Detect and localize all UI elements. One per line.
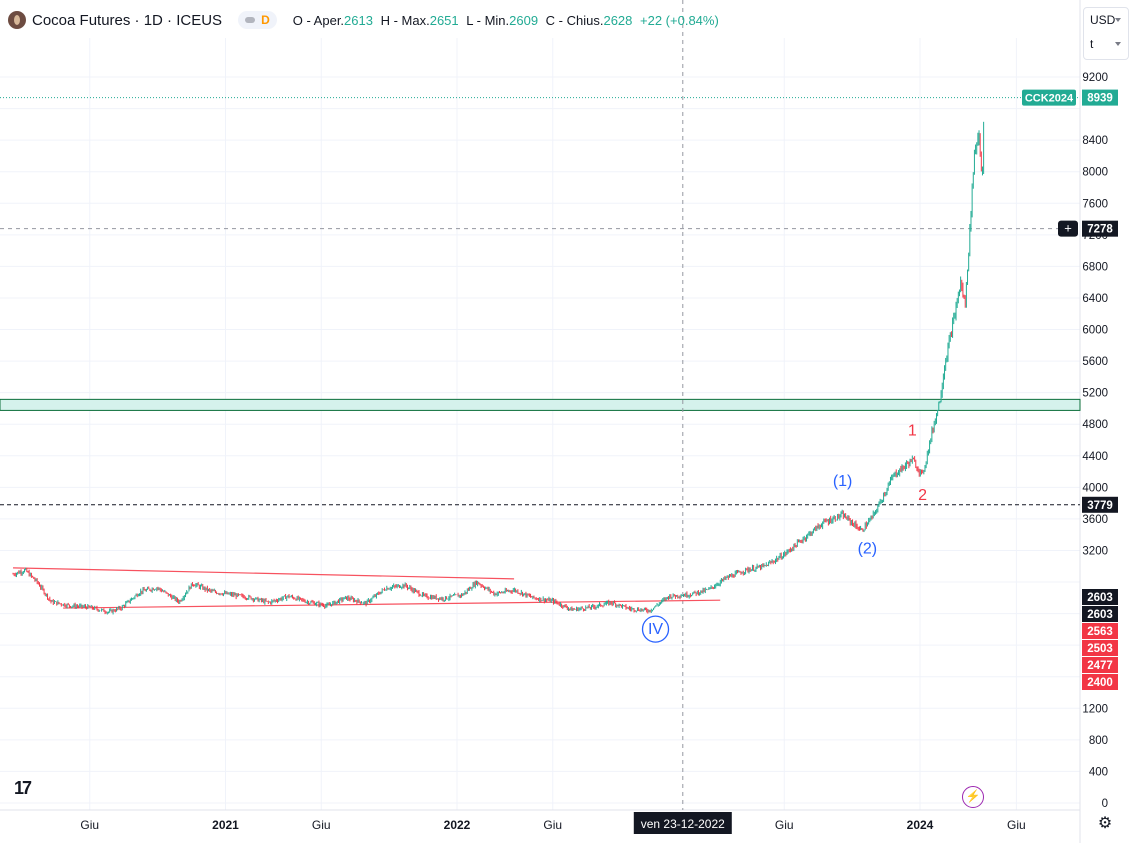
- price-tag-value: 2477: [1087, 660, 1113, 672]
- time-axis-label: Giu: [543, 818, 562, 832]
- currency-unit-selector[interactable]: USD t: [1083, 7, 1129, 60]
- last-price-symbol-tag: [1022, 89, 1076, 106]
- price-axis-label: 3600: [1082, 514, 1108, 526]
- price-axis-label: 6800: [1082, 261, 1108, 273]
- unit-dropdown[interactable]: t: [1084, 32, 1128, 56]
- crosshair-date-tag: [633, 812, 732, 834]
- price-axis-label: 4400: [1082, 451, 1108, 463]
- crosshair-date-label: ven 23-12-2022: [641, 817, 725, 831]
- chart-header: Cocoa Futures · 1D · ICEUS D O - Aper.26…: [8, 8, 719, 32]
- wave-label: (2): [858, 541, 878, 558]
- low-label: L - Min.: [466, 12, 510, 28]
- plus-icon: +: [1064, 221, 1072, 236]
- cocoa-symbol-icon: [8, 11, 26, 29]
- crosshair-price-value: 7278: [1087, 224, 1113, 236]
- symbol-title[interactable]: Cocoa Futures · 1D · ICEUS: [32, 11, 223, 29]
- last-price-value: 8939: [1087, 93, 1113, 105]
- wave-circle: [641, 615, 670, 643]
- price-axis-label: 8400: [1082, 135, 1108, 147]
- change-value: +22 (+0.84%): [640, 12, 719, 28]
- price-axis-label: 4000: [1082, 482, 1108, 494]
- price-axis-label: 9200: [1082, 72, 1108, 84]
- tradingview-logo[interactable]: 17: [14, 778, 32, 798]
- price-tag: [1082, 623, 1118, 639]
- price-tag-value: 2503: [1087, 643, 1113, 655]
- price-tag-value: 2603: [1087, 592, 1113, 604]
- price-tag: [1082, 640, 1118, 656]
- wave-label: (1): [833, 473, 853, 490]
- price-axis-label: 400: [1089, 766, 1108, 778]
- price-axis-label: 800: [1089, 735, 1108, 747]
- support-zone: [0, 398, 1081, 411]
- data-status-pill[interactable]: D: [238, 11, 277, 29]
- crosshair-price-tag: [1082, 220, 1118, 237]
- price-tag-value: 3779: [1087, 500, 1113, 512]
- market-status-icon: [245, 17, 256, 23]
- currency-dropdown[interactable]: USD: [1084, 8, 1128, 32]
- trendline: [63, 599, 721, 609]
- price-axis-label: 3200: [1082, 545, 1108, 557]
- delayed-badge: D: [261, 13, 270, 27]
- wave-label: 2: [918, 487, 927, 504]
- price-axis-label: 5200: [1082, 388, 1108, 400]
- price-tag: [1082, 657, 1118, 673]
- ohlc-legend: O - Aper.2613 H - Max.2651 L - Min.2609 …: [293, 13, 719, 28]
- time-axis-label: Giu: [312, 818, 331, 832]
- open-value: 2613: [344, 12, 373, 28]
- high-value: 2651: [429, 12, 459, 28]
- last-price-value-tag: [1082, 89, 1118, 106]
- price-axis-label: 7600: [1082, 198, 1108, 210]
- price-series-candles: [12, 121, 985, 615]
- price-axis-label: 0: [1102, 798, 1108, 810]
- open-label: O - Aper.: [292, 12, 345, 28]
- price-tag: [1082, 674, 1118, 690]
- gear-icon[interactable]: ⚙: [1097, 815, 1113, 832]
- price-axis-label: 1200: [1082, 703, 1108, 715]
- price-axis-label: 6400: [1082, 293, 1108, 305]
- price-tag-value: 2603: [1087, 609, 1113, 621]
- close-label: C - Chius.: [545, 12, 604, 28]
- price-axis-label: 8000: [1082, 167, 1108, 179]
- lightning-icon[interactable]: ⚡: [962, 786, 984, 808]
- time-axis-label: Giu: [1007, 818, 1026, 832]
- time-axis-label: Giu: [80, 818, 99, 832]
- time-axis-label: 2021: [212, 818, 239, 832]
- low-value: 2609: [509, 12, 539, 28]
- time-axis-label: Giu: [775, 818, 794, 832]
- price-tag: [1082, 589, 1118, 605]
- price-tag-value: 2400: [1087, 677, 1113, 689]
- last-price-symbol: CCK2024: [1025, 93, 1074, 105]
- high-label: H - Max.: [380, 12, 430, 28]
- wave-label: IV: [648, 621, 663, 638]
- price-axis-label: 6000: [1082, 325, 1108, 337]
- price-tag: [1082, 606, 1118, 622]
- close-value: 2628: [603, 12, 633, 28]
- crosshair-plus-button: [1058, 220, 1078, 237]
- price-axis-label: 5600: [1082, 356, 1108, 368]
- time-axis-label: 2022: [444, 818, 471, 832]
- trendline: [13, 567, 515, 580]
- time-axis-label: 2024: [907, 818, 934, 832]
- price-axis-label: 4800: [1082, 419, 1108, 431]
- price-tag-value: 2563: [1087, 626, 1113, 638]
- price-tag: [1082, 496, 1118, 513]
- wave-label: 1: [908, 422, 917, 439]
